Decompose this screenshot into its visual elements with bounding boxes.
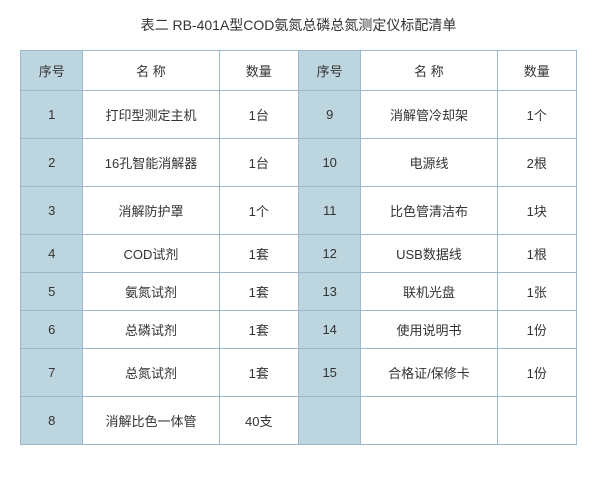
table-row: 5氨氮试剂1套13联机光盘1张 (21, 273, 577, 311)
table-row: 7总氮试剂1套15合格证/保修卡1份 (21, 349, 577, 397)
cell-num-left: 5 (21, 273, 83, 311)
cell-name-left: 消解防护罩 (83, 187, 219, 235)
cell-num-left: 2 (21, 139, 83, 187)
spec-table: 序号 名 称 数量 序号 名 称 数量 1打印型测定主机1台9消解管冷却架1个2… (20, 50, 577, 445)
cell-num-right: 14 (298, 311, 360, 349)
cell-qty-left: 1套 (219, 273, 298, 311)
table-title: 表二 RB-401A型COD氨氮总磷总氮测定仪标配清单 (20, 15, 577, 35)
table-row: 216孔智能消解器1台10电源线2根 (21, 139, 577, 187)
table-row: 4COD试剂1套12USB数据线1根 (21, 235, 577, 273)
cell-name-left: 总磷试剂 (83, 311, 219, 349)
cell-name-left: 氨氮试剂 (83, 273, 219, 311)
cell-name-right: 使用说明书 (361, 311, 497, 349)
cell-num-right: 10 (298, 139, 360, 187)
cell-qty-left: 40支 (219, 397, 298, 445)
cell-qty-right (497, 397, 576, 445)
cell-name-left: 打印型测定主机 (83, 91, 219, 139)
cell-qty-right: 1份 (497, 349, 576, 397)
cell-qty-left: 1台 (219, 139, 298, 187)
cell-name-left: 消解比色一体管 (83, 397, 219, 445)
header-name-left: 名 称 (83, 51, 219, 91)
cell-qty-left: 1个 (219, 187, 298, 235)
cell-num-right: 12 (298, 235, 360, 273)
cell-qty-right: 1块 (497, 187, 576, 235)
cell-name-left: 总氮试剂 (83, 349, 219, 397)
table-row: 6总磷试剂1套14使用说明书1份 (21, 311, 577, 349)
cell-name-right: 比色管清洁布 (361, 187, 497, 235)
cell-name-right: 合格证/保修卡 (361, 349, 497, 397)
cell-name-right: 电源线 (361, 139, 497, 187)
cell-name-right: 联机光盘 (361, 273, 497, 311)
header-qty-right: 数量 (497, 51, 576, 91)
cell-num-right: 15 (298, 349, 360, 397)
cell-qty-right: 1根 (497, 235, 576, 273)
table-header-row: 序号 名 称 数量 序号 名 称 数量 (21, 51, 577, 91)
cell-num-right: 11 (298, 187, 360, 235)
cell-qty-left: 1套 (219, 311, 298, 349)
cell-num-left: 6 (21, 311, 83, 349)
cell-num-right (298, 397, 360, 445)
cell-name-right: USB数据线 (361, 235, 497, 273)
cell-name-right (361, 397, 497, 445)
header-num-right: 序号 (298, 51, 360, 91)
cell-qty-right: 1份 (497, 311, 576, 349)
cell-num-left: 4 (21, 235, 83, 273)
cell-num-left: 8 (21, 397, 83, 445)
table-row: 8消解比色一体管40支 (21, 397, 577, 445)
cell-qty-right: 2根 (497, 139, 576, 187)
cell-num-right: 9 (298, 91, 360, 139)
cell-num-left: 1 (21, 91, 83, 139)
cell-qty-left: 1台 (219, 91, 298, 139)
cell-name-left: COD试剂 (83, 235, 219, 273)
cell-num-right: 13 (298, 273, 360, 311)
header-name-right: 名 称 (361, 51, 497, 91)
cell-name-right: 消解管冷却架 (361, 91, 497, 139)
header-qty-left: 数量 (219, 51, 298, 91)
table-body: 1打印型测定主机1台9消解管冷却架1个216孔智能消解器1台10电源线2根3消解… (21, 91, 577, 445)
cell-name-left: 16孔智能消解器 (83, 139, 219, 187)
cell-qty-right: 1个 (497, 91, 576, 139)
cell-num-left: 3 (21, 187, 83, 235)
cell-num-left: 7 (21, 349, 83, 397)
table-row: 3消解防护罩1个11比色管清洁布1块 (21, 187, 577, 235)
header-num-left: 序号 (21, 51, 83, 91)
table-row: 1打印型测定主机1台9消解管冷却架1个 (21, 91, 577, 139)
cell-qty-left: 1套 (219, 349, 298, 397)
cell-qty-right: 1张 (497, 273, 576, 311)
cell-qty-left: 1套 (219, 235, 298, 273)
